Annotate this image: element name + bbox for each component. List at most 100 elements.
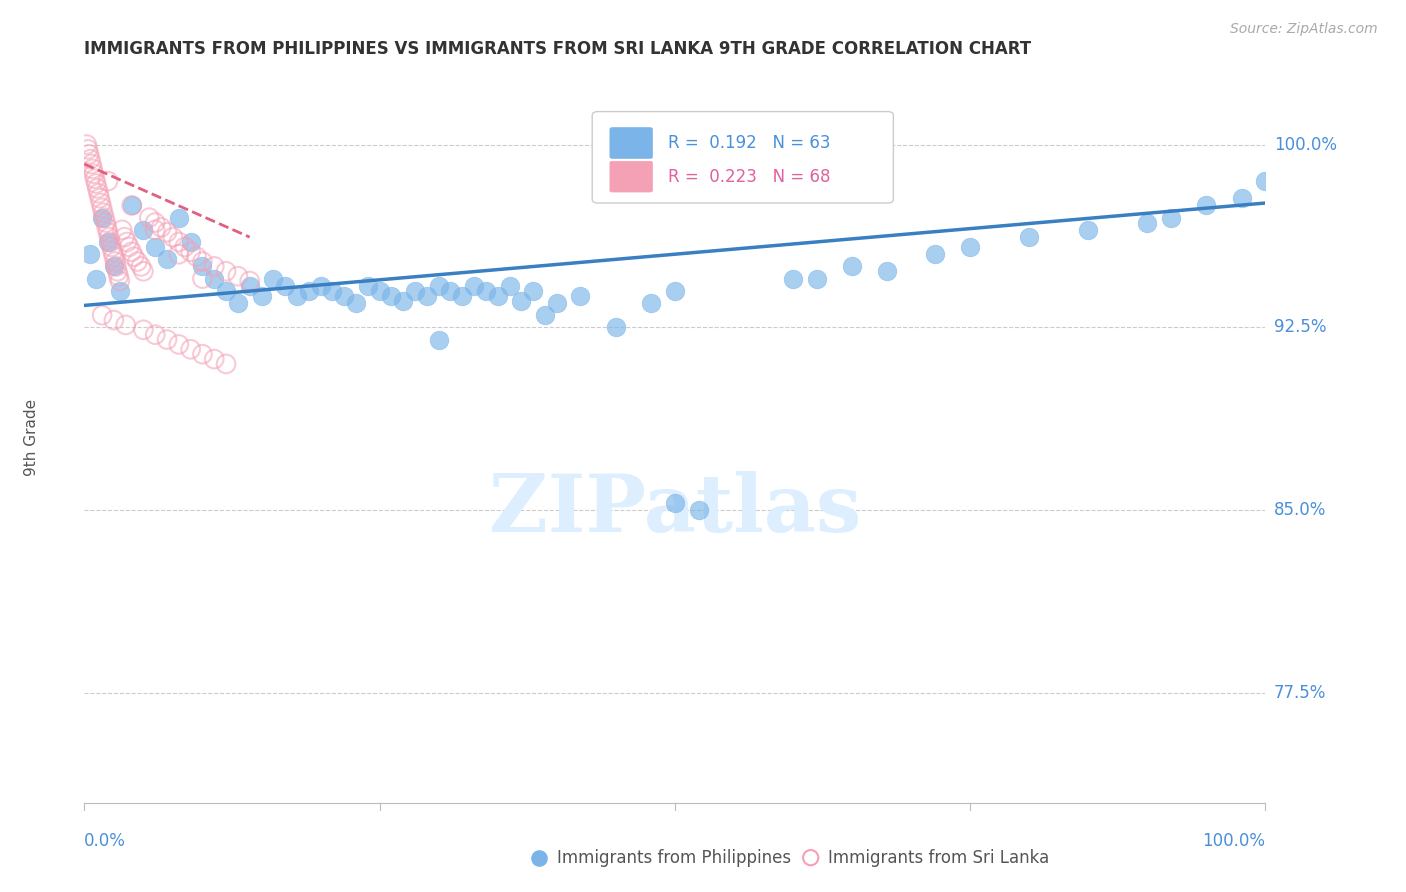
Point <box>841 260 863 274</box>
Point <box>510 293 533 308</box>
Text: 77.5%: 77.5% <box>1274 684 1326 702</box>
Text: R =  0.223   N = 68: R = 0.223 N = 68 <box>668 168 831 186</box>
Point <box>202 352 225 367</box>
Point <box>380 288 402 302</box>
Text: ZIPatlas: ZIPatlas <box>489 471 860 549</box>
Point <box>180 235 202 249</box>
Point <box>114 230 136 244</box>
Text: IMMIGRANTS FROM PHILIPPINES VS IMMIGRANTS FROM SRI LANKA 9TH GRADE CORRELATION C: IMMIGRANTS FROM PHILIPPINES VS IMMIGRANT… <box>84 40 1032 58</box>
Point <box>806 271 828 285</box>
Point <box>215 264 238 278</box>
Text: 85.0%: 85.0% <box>1274 501 1326 519</box>
Point <box>1195 198 1218 212</box>
Point <box>108 274 131 288</box>
Point <box>94 215 117 229</box>
Point <box>98 230 121 244</box>
Point <box>91 201 114 215</box>
Point <box>427 279 450 293</box>
Point <box>250 288 273 302</box>
Point <box>546 296 568 310</box>
Point <box>80 157 103 171</box>
Point <box>103 260 125 274</box>
Point <box>640 296 662 310</box>
Point <box>1230 191 1253 205</box>
Point <box>924 247 946 261</box>
Point <box>167 235 190 249</box>
Point <box>959 240 981 254</box>
Point <box>129 260 152 274</box>
FancyBboxPatch shape <box>592 112 893 203</box>
Point <box>167 247 190 261</box>
Point <box>404 284 426 298</box>
Point <box>107 264 129 278</box>
Point <box>97 235 120 249</box>
Text: Immigrants from Sri Lanka: Immigrants from Sri Lanka <box>828 848 1050 867</box>
Point <box>91 211 114 225</box>
Point <box>167 211 190 225</box>
Point <box>392 293 415 308</box>
Point <box>534 308 557 322</box>
Point <box>156 225 179 239</box>
Point <box>180 244 202 259</box>
Text: 92.5%: 92.5% <box>1274 318 1326 336</box>
Point <box>156 252 179 266</box>
Point <box>143 223 166 237</box>
Point <box>103 313 125 327</box>
Point <box>239 274 262 288</box>
Point <box>439 284 461 298</box>
Point <box>1254 174 1277 188</box>
Point <box>226 296 249 310</box>
Point <box>191 271 214 285</box>
Point <box>101 244 124 259</box>
Point <box>121 198 143 212</box>
Point <box>111 223 134 237</box>
Point <box>122 250 145 264</box>
Point <box>167 337 190 351</box>
Point <box>202 260 225 274</box>
Point <box>262 271 284 285</box>
Point <box>90 196 112 211</box>
Point <box>79 152 101 166</box>
Text: 100.0%: 100.0% <box>1202 832 1265 850</box>
Point <box>115 235 138 249</box>
Point <box>143 327 166 342</box>
Point <box>77 147 100 161</box>
Point <box>156 333 179 347</box>
Point <box>309 279 332 293</box>
Point <box>333 288 356 302</box>
Text: Source: ZipAtlas.com: Source: ZipAtlas.com <box>1230 22 1378 37</box>
Point <box>285 288 308 302</box>
Point <box>664 284 686 298</box>
Point <box>84 171 107 186</box>
Point <box>1160 211 1182 225</box>
Point <box>132 323 155 337</box>
Point <box>427 333 450 347</box>
Point <box>150 220 173 235</box>
Point <box>475 284 498 298</box>
Point <box>215 284 238 298</box>
Point <box>664 496 686 510</box>
Point <box>96 220 118 235</box>
Point <box>1077 223 1099 237</box>
Point <box>121 198 143 212</box>
Point <box>782 271 804 285</box>
Point <box>91 206 114 220</box>
Point <box>357 279 380 293</box>
Point <box>191 347 214 361</box>
Text: 100.0%: 100.0% <box>1274 136 1337 153</box>
Point <box>605 320 627 334</box>
Text: Immigrants from Philippines: Immigrants from Philippines <box>557 848 792 867</box>
Point <box>97 225 120 239</box>
Point <box>103 250 125 264</box>
Point <box>143 215 166 229</box>
Point <box>239 279 262 293</box>
Point <box>132 264 155 278</box>
Point <box>180 343 202 357</box>
Point <box>226 269 249 284</box>
FancyBboxPatch shape <box>610 128 652 159</box>
Point <box>76 137 98 152</box>
Point <box>118 240 141 254</box>
Point <box>298 284 321 298</box>
Point <box>127 254 149 268</box>
Point <box>132 223 155 237</box>
